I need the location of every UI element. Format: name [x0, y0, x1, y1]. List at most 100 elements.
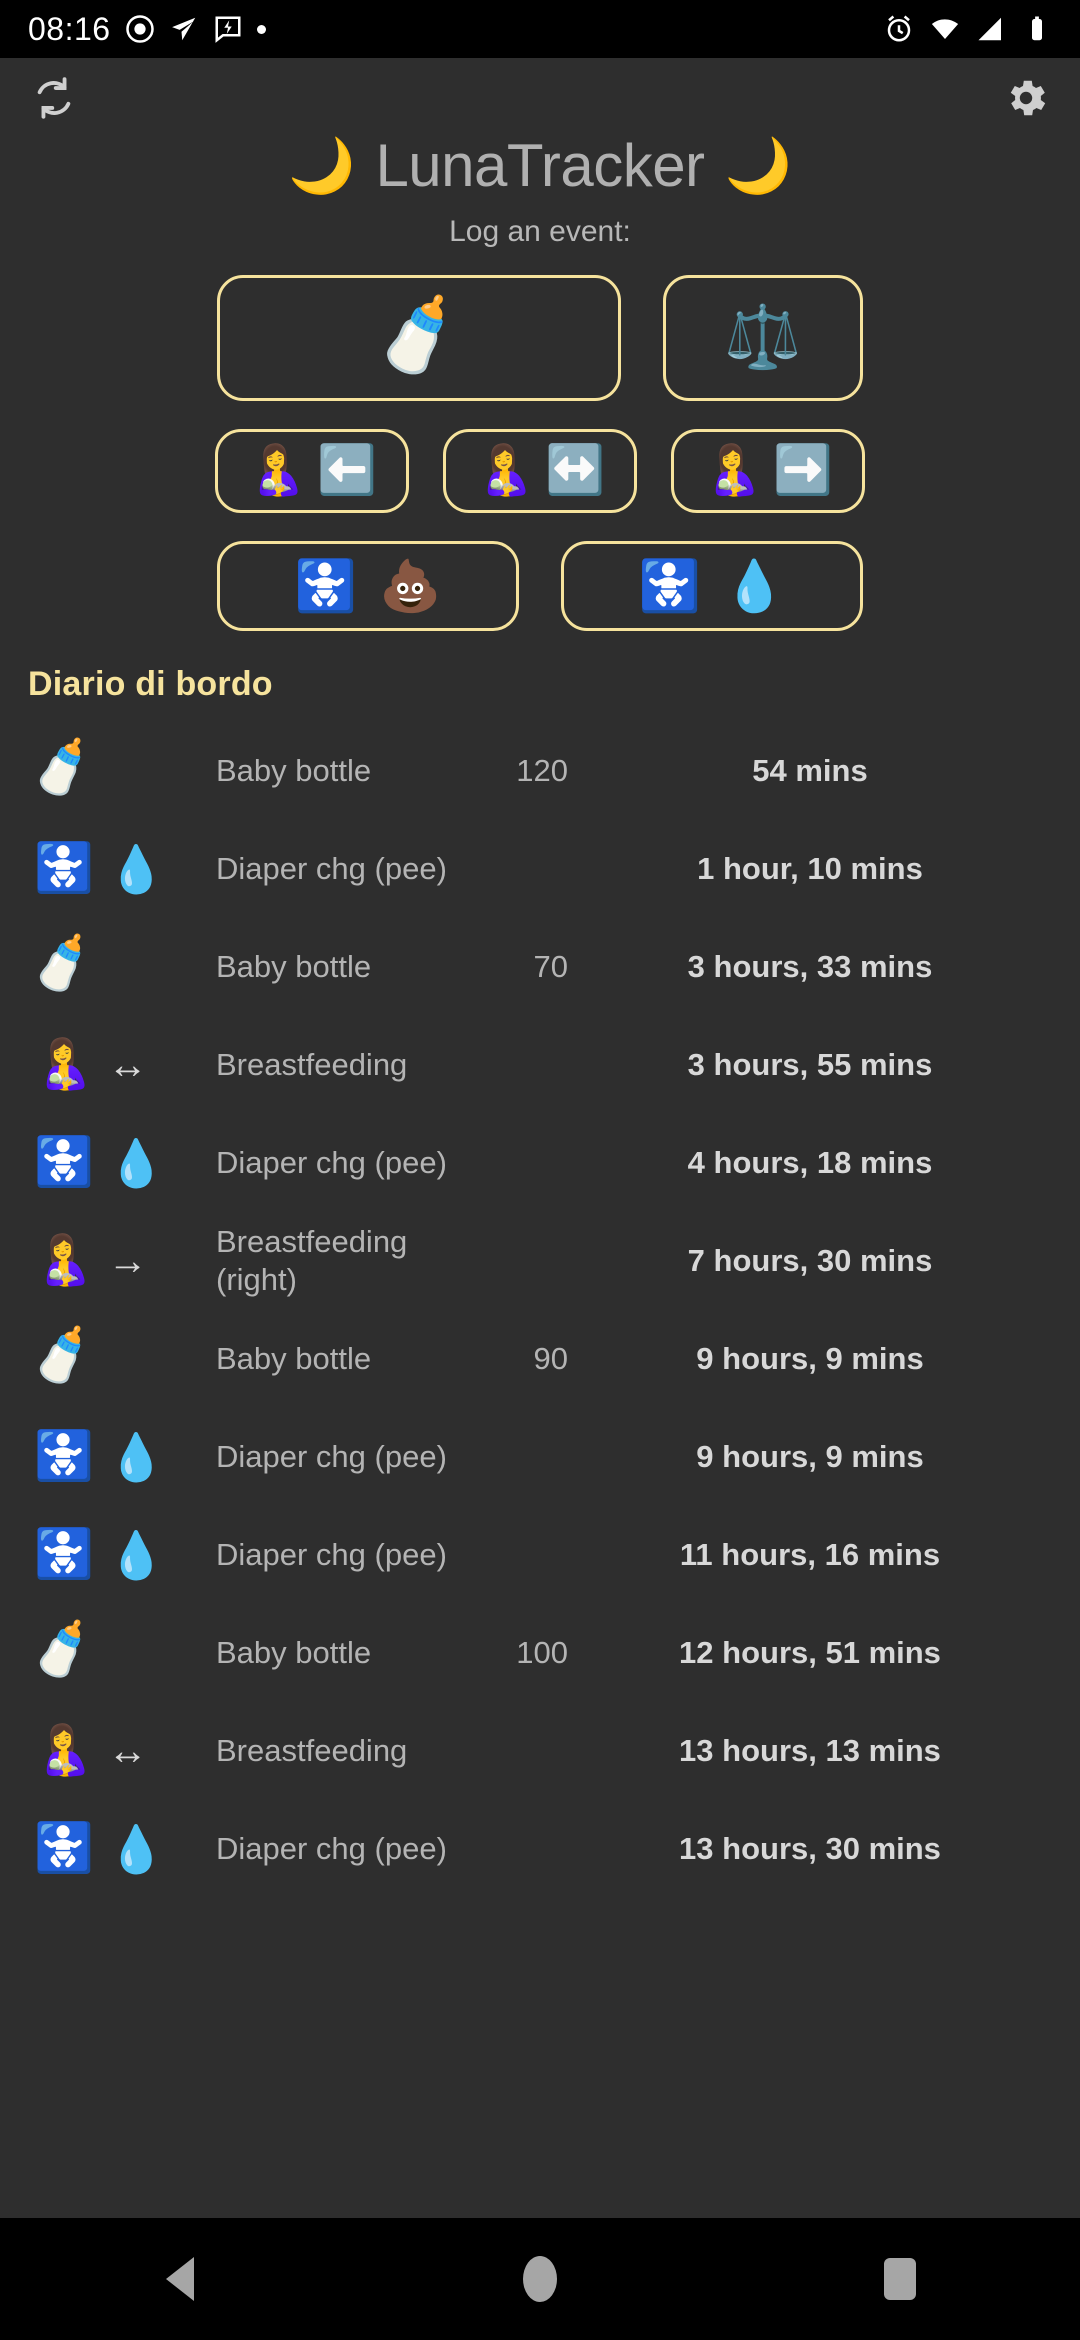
page-title: LunaTracker [375, 132, 705, 199]
back-nav-icon[interactable] [120, 2234, 240, 2324]
status-bar: 08:16 [0, 0, 1080, 58]
wifi-icon [930, 14, 960, 44]
log-row-elapsed-time: 13 hours, 30 mins [679, 1830, 941, 1866]
log-row-elapsed-time: 9 hours, 9 mins [696, 1340, 924, 1376]
log-row-label: Baby bottle [216, 753, 372, 789]
log-row-icons: 🤱 ↔ [34, 1041, 216, 1089]
baby-symbol-icon: 🚼 [34, 1430, 94, 1483]
log-row-quantity: 90 [533, 1341, 568, 1376]
cellular-signal-icon [976, 14, 1006, 44]
log-row[interactable]: 🤱 → Breastfeeding (right) 7 hours, 30 mins [0, 1212, 1080, 1310]
droplet-icon: 💧 [107, 1823, 166, 1875]
log-row-elapsed-time: 54 mins [752, 752, 868, 788]
log-breastfeeding-left-button[interactable]: 🤱 ⬅️ [215, 429, 409, 513]
droplet-icon: 💧 [107, 1137, 166, 1189]
log-row-elapsed-time: 7 hours, 30 mins [687, 1242, 933, 1278]
baby-symbol-icon: 🚼 [34, 1528, 94, 1581]
log-row[interactable]: 🚼 💧 Diaper chg (pee) 9 hours, 9 mins [0, 1408, 1080, 1506]
log-baby-bottle-button[interactable]: 🍼 [217, 275, 621, 401]
log-row[interactable]: 🚼 💧 Diaper chg (pee) 1 hour, 10 mins [0, 820, 1080, 918]
log-row[interactable]: 🚼 💧 Diaper chg (pee) 4 hours, 18 mins [0, 1114, 1080, 1212]
log-row-icons: 🚼 💧 [34, 845, 216, 893]
event-button-row-1: 🍼 ⚖️ [0, 275, 1080, 401]
baby-symbol-icon: 🚼 [294, 558, 357, 614]
moon-right-icon: 🌙 [724, 135, 792, 196]
app-top-bar [0, 58, 1080, 120]
recents-nav-icon[interactable] [840, 2234, 960, 2324]
log-row-icons: 🍼 [27, 1323, 216, 1393]
log-row[interactable]: 🤱 ↔ Breastfeeding 13 hours, 13 mins [0, 1702, 1080, 1800]
baby-bottle-icon: 🍼 [26, 931, 101, 1002]
log-row-elapsed-time: 9 hours, 9 mins [696, 1438, 924, 1474]
log-row-quantity: 120 [516, 753, 568, 788]
alarm-icon [884, 14, 914, 44]
log-row[interactable]: 🍼 Baby bottle 70 3 hours, 33 mins [0, 918, 1080, 1016]
baby-symbol-icon: 🚼 [34, 1822, 94, 1875]
left-right-arrow-icon: ↔️ [545, 444, 605, 497]
log-weight-button[interactable]: ⚖️ [663, 275, 863, 401]
refresh-icon[interactable] [22, 66, 86, 130]
battery-icon [1022, 14, 1052, 44]
baby-bottle-icon: 🍼 [367, 289, 471, 387]
breastfeeding-icon: 🤱 [34, 1038, 94, 1091]
log-row-label: Breastfeeding [216, 1047, 408, 1083]
event-log-list[interactable]: 🍼 Baby bottle 120 54 mins 🚼 💧 Diaper chg (pee)… [0, 722, 1080, 1898]
log-row[interactable]: 🚼 💧 Diaper chg (pee) 11 hours, 16 mins [0, 1506, 1080, 1604]
breastfeeding-icon: 🤱 [34, 1724, 94, 1777]
status-bar-right [884, 14, 1052, 44]
event-button-row-3: 🚼 💩 🚼 💧 [0, 541, 1080, 631]
breastfeeding-icon: 🤱 [475, 444, 535, 497]
log-row-icons: 🍼 [27, 931, 216, 1001]
droplet-icon: 💧 [723, 558, 786, 614]
log-row-label: Baby bottle [216, 1635, 372, 1671]
home-nav-icon[interactable] [480, 2234, 600, 2324]
moon-left-icon: 🌙 [288, 135, 356, 196]
breastfeeding-icon: 🤱 [247, 444, 307, 497]
log-row-elapsed-time: 12 hours, 51 mins [679, 1634, 941, 1670]
log-row-label: Diaper chg (pee) [216, 1831, 447, 1867]
log-row-elapsed-time: 4 hours, 18 mins [687, 1144, 933, 1180]
poop-icon: 💩 [379, 558, 442, 614]
log-row-icons: 🚼 💧 [34, 1531, 216, 1579]
log-row-label: Diaper chg (pee) [216, 1145, 447, 1181]
left-arrow-icon: ⬅️ [317, 444, 377, 497]
log-row-icons: 🚼 💧 [34, 1825, 216, 1873]
right-arrow-icon: → [107, 1239, 148, 1283]
log-row-elapsed-time: 3 hours, 55 mins [687, 1046, 933, 1082]
log-diaper-pee-button[interactable]: 🚼 💧 [561, 541, 863, 631]
log-row-label: Breastfeeding (right) [216, 1224, 408, 1297]
log-row[interactable]: 🍼 Baby bottle 120 54 mins [0, 722, 1080, 820]
log-diaper-poop-button[interactable]: 🚼 💩 [217, 541, 519, 631]
log-row-icons: 🚼 💧 [34, 1139, 216, 1187]
status-bar-clock: 08:16 [28, 11, 111, 47]
log-row[interactable]: 🍼 Baby bottle 100 12 hours, 51 mins [0, 1604, 1080, 1702]
event-button-grid: 🍼 ⚖️ 🤱 ⬅️ 🤱 ↔️ 🤱 ➡️ [0, 275, 1080, 631]
log-row[interactable]: 🤱 ↔ Breastfeeding 3 hours, 55 mins [0, 1016, 1080, 1114]
log-breastfeeding-right-button[interactable]: 🤱 ➡️ [671, 429, 865, 513]
app-content: 🌙 LunaTracker 🌙 Log an event: 🍼 ⚖️ 🤱 ⬅️ [0, 58, 1080, 2218]
breastfeeding-icon: 🤱 [703, 444, 763, 497]
right-arrow-icon: ➡️ [773, 444, 833, 497]
log-row-icons: 🤱 → [34, 1237, 216, 1285]
log-row-label: Breastfeeding [216, 1733, 408, 1769]
baby-symbol-icon: 🚼 [34, 842, 94, 895]
log-breastfeeding-both-button[interactable]: 🤱 ↔️ [443, 429, 637, 513]
log-row-icons: 🍼 [27, 1617, 216, 1687]
log-row[interactable]: 🍼 Baby bottle 90 9 hours, 9 mins [0, 1310, 1080, 1408]
log-row-label: Diaper chg (pee) [216, 1439, 447, 1475]
balance-scale-icon: ⚖️ [724, 303, 802, 372]
log-row-icons: 🤱 ↔ [34, 1727, 216, 1775]
log-row-elapsed-time: 13 hours, 13 mins [679, 1732, 941, 1768]
baby-symbol-icon: 🚼 [34, 1136, 94, 1189]
telegram-send-icon [169, 14, 199, 44]
log-row-elapsed-time: 3 hours, 33 mins [687, 948, 933, 984]
log-row-label: Baby bottle [216, 949, 372, 985]
baby-bottle-icon: 🍼 [26, 1617, 101, 1688]
log-row-icons: 🍼 [27, 735, 216, 805]
log-row[interactable]: 🚼 💧 Diaper chg (pee) 13 hours, 30 mins [0, 1800, 1080, 1898]
droplet-icon: 💧 [107, 1529, 166, 1581]
droplet-icon: 💧 [107, 843, 166, 895]
log-row-elapsed-time: 11 hours, 16 mins [679, 1536, 941, 1572]
gear-icon[interactable] [994, 66, 1058, 130]
